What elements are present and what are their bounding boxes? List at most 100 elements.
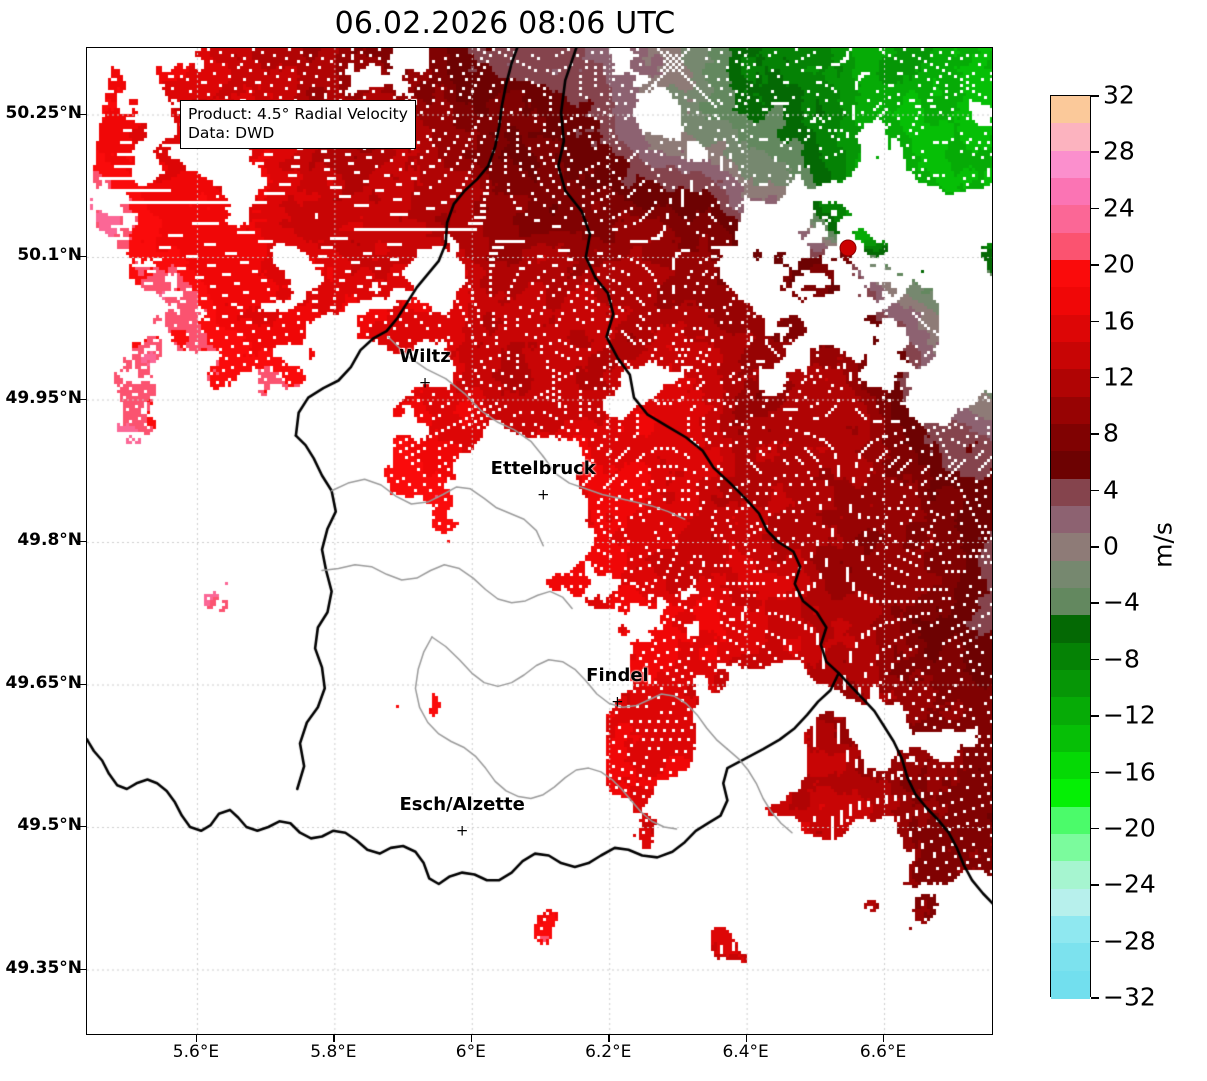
radar-map-plot[interactable]: Product: 4.5° Radial Velocity Data: DWD … — [86, 47, 993, 1035]
radar-site-marker[interactable] — [839, 239, 857, 256]
longitude-tick-mark — [333, 1035, 335, 1042]
colorbar-segment — [1051, 697, 1090, 726]
city-marker-icon: + — [418, 373, 432, 392]
colorbar-segment — [1051, 588, 1090, 617]
latitude-tick-mark — [79, 683, 86, 685]
longitude-tick-label: 5.8°E — [310, 1042, 357, 1062]
colorbar-segment — [1051, 779, 1090, 808]
colorbar-tick-mark — [1091, 827, 1099, 830]
colorbar-tick-label: −4 — [1103, 587, 1140, 617]
colorbar-segment — [1051, 314, 1090, 343]
latitude-tick-mark — [79, 113, 86, 115]
colorbar-tick-mark — [1091, 546, 1099, 548]
colorbar-tick-label: 24 — [1103, 193, 1135, 223]
city-marker-icon: + — [455, 821, 469, 840]
longitude-tick-label: 6.6°E — [859, 1042, 907, 1062]
colorbar-tick-label: −28 — [1103, 926, 1156, 956]
colorbar-tick-label: 0 — [1103, 531, 1119, 561]
city-name: Wiltz — [399, 346, 451, 368]
longitude-tick-label: 6.2°E — [585, 1042, 632, 1062]
colorbar-tick-mark — [1091, 489, 1099, 492]
colorbar-segment — [1051, 150, 1090, 179]
latitude-tick-mark — [79, 826, 86, 828]
radar-canvas-wrap — [87, 48, 992, 1034]
colorbar-tick-mark — [1091, 95, 1099, 97]
colorbar-segment — [1051, 396, 1090, 425]
longitude-tick-mark — [470, 1035, 473, 1042]
colorbar-unit-label: m/s — [1148, 522, 1178, 568]
latitude-tick-label: 49.65°N — [5, 672, 83, 693]
colorbar-segment — [1051, 287, 1090, 316]
colorbar-tick-mark — [1091, 940, 1099, 943]
longitude-tick-mark — [195, 1035, 198, 1042]
colorbar-tick-label: −16 — [1103, 757, 1156, 786]
colorbar-segment — [1051, 615, 1090, 644]
colorbar[interactable] — [1050, 95, 1091, 999]
colorbar-segment — [1051, 260, 1090, 289]
colorbar-segment — [1051, 369, 1090, 398]
latitude-tick-mark — [79, 256, 86, 258]
colorbar-segment — [1051, 642, 1090, 671]
longitude-tick-label: 6.4°E — [722, 1042, 769, 1062]
colorbar-segment — [1051, 670, 1090, 699]
city-marker-icon: + — [611, 692, 624, 711]
colorbar-tick-mark — [1091, 658, 1099, 661]
colorbar-segment — [1051, 342, 1090, 371]
colorbar-tick-label: 16 — [1103, 306, 1135, 335]
colorbar-tick-label: 8 — [1103, 418, 1119, 448]
product-line: Product: 4.5° Radial Velocity — [188, 105, 408, 123]
city-marker-icon: + — [536, 485, 550, 504]
city-name: Ettelbruck — [490, 458, 596, 480]
colorbar-segment — [1051, 424, 1090, 453]
colorbar-tick-label: −32 — [1103, 982, 1156, 1012]
colorbar-tick-mark — [1091, 715, 1099, 717]
colorbar-segment — [1051, 178, 1090, 207]
colorbar-tick-mark — [1091, 433, 1099, 435]
longitude-tick-mark — [883, 1035, 885, 1042]
longitude-tick-mark — [608, 1035, 610, 1042]
colorbar-tick-mark — [1091, 151, 1099, 153]
latitude-tick-mark — [79, 968, 86, 970]
latitude-tick-label: 49.35°N — [5, 957, 83, 978]
latitude-tick-label: 49.8°N — [17, 530, 82, 550]
colorbar-segment — [1051, 205, 1090, 234]
colorbar-segment — [1051, 232, 1090, 261]
latitude-tick-label: 49.95°N — [5, 387, 83, 408]
colorbar-segment — [1051, 970, 1090, 999]
colorbar-segment — [1051, 888, 1090, 917]
latitude-tick-mark — [79, 398, 86, 400]
colorbar-segment — [1051, 478, 1090, 507]
colorbar-tick-label: −8 — [1103, 644, 1140, 674]
colorbar-tick-label: 20 — [1103, 249, 1135, 279]
colorbar-segment — [1051, 806, 1090, 835]
colorbar-tick-label: −12 — [1103, 700, 1156, 730]
colorbar-tick-mark — [1091, 207, 1099, 210]
colorbar-segment — [1051, 506, 1090, 535]
colorbar-segment — [1051, 861, 1090, 890]
colorbar-tick-label: −20 — [1103, 813, 1156, 843]
page-title: 06.02.2026 08:06 UTC — [334, 6, 676, 41]
latitude-tick-label: 50.1°N — [17, 245, 82, 265]
city-name: Findel — [586, 664, 649, 686]
colorbar-tick-mark — [1091, 771, 1099, 774]
colorbar-tick-mark — [1091, 264, 1099, 266]
colorbar-tick-mark — [1091, 602, 1099, 604]
colorbar-tick-label: 32 — [1103, 80, 1135, 110]
colorbar-segment — [1051, 943, 1090, 972]
latitude-tick-label: 50.25°N — [5, 102, 83, 123]
colorbar-segment — [1051, 724, 1090, 753]
colorbar-segment — [1051, 752, 1090, 781]
colorbar-tick-mark — [1091, 884, 1099, 886]
longitude-tick-mark — [745, 1035, 748, 1042]
latitude-tick-label: 49.5°N — [17, 815, 82, 835]
longitude-tick-label: 5.6°E — [172, 1042, 220, 1062]
radar-reflectivity-layer — [87, 48, 992, 1034]
colorbar-tick-mark — [1091, 320, 1099, 323]
colorbar-gradient — [1050, 95, 1091, 999]
colorbar-segment — [1051, 834, 1090, 863]
colorbar-tick-mark — [1091, 376, 1099, 379]
latitude-tick-mark — [79, 541, 86, 543]
colorbar-segment — [1051, 451, 1090, 480]
colorbar-tick-label: 4 — [1103, 475, 1119, 505]
data-source-line: Data: DWD — [188, 123, 275, 142]
